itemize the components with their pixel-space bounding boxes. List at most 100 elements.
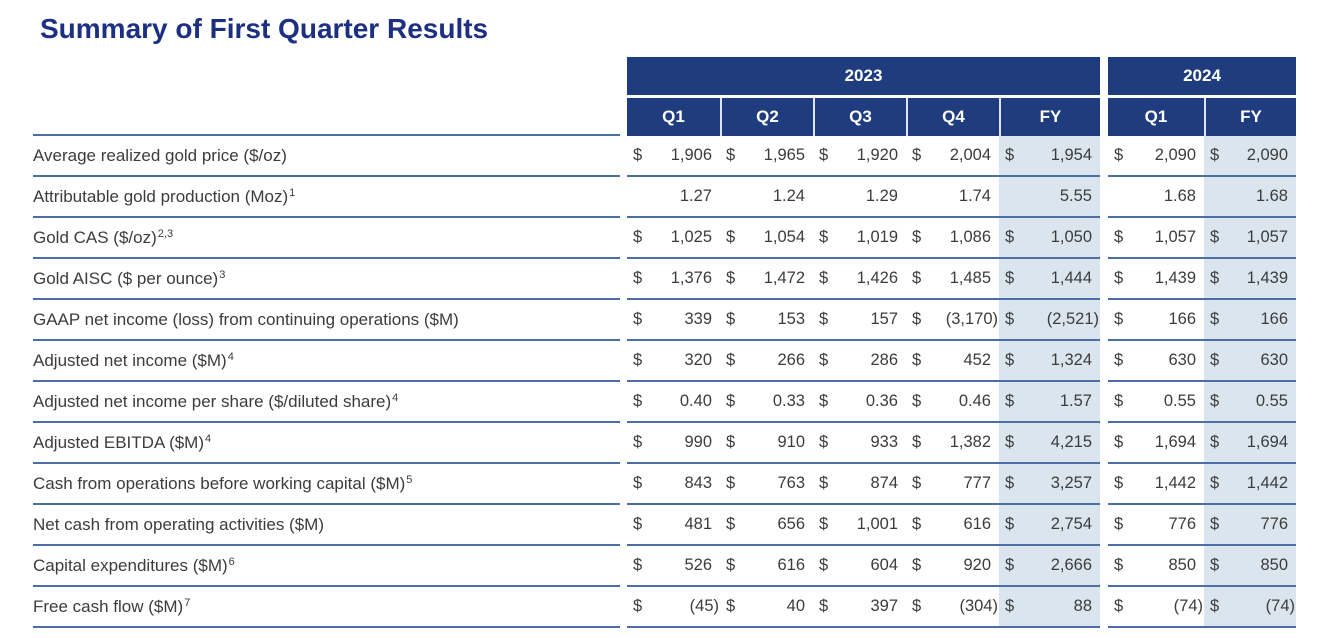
cell-value: 1,442 — [1246, 474, 1288, 492]
row-gap — [1100, 218, 1108, 259]
row-label: Net cash from operating activities ($M) — [33, 505, 620, 546]
value-cell: $1,920 — [813, 136, 906, 177]
currency-symbol: $ — [633, 474, 643, 492]
cell-value: 166 — [1260, 310, 1288, 328]
value-cell: $2,666 — [999, 546, 1100, 587]
currency-symbol: $ — [1210, 351, 1220, 369]
cell-value: 0.36 — [865, 392, 898, 410]
value-cell: $0.36 — [813, 382, 906, 423]
currency-symbol: $ — [633, 597, 643, 615]
value-cell: $1,965 — [720, 136, 813, 177]
cell-value: 1,485 — [949, 269, 991, 287]
value-cell: $0.55 — [1204, 382, 1296, 423]
currency-symbol: $ — [1210, 228, 1220, 246]
row-spacer — [620, 587, 627, 628]
cell-value: 166 — [1168, 310, 1196, 328]
cell-value: 776 — [1260, 515, 1288, 533]
cell-value: 2,754 — [1050, 515, 1092, 533]
cell-value: 1,050 — [1050, 228, 1092, 246]
value-cell: $990 — [627, 423, 720, 464]
value-cell: $526 — [627, 546, 720, 587]
currency-symbol: $ — [1114, 433, 1124, 451]
cell-value: 630 — [1168, 351, 1196, 369]
cell-value: (3,170) — [945, 310, 998, 328]
cell-value: (304) — [959, 597, 998, 615]
value-cell: $630 — [1204, 341, 1296, 382]
currency-symbol: $ — [1210, 269, 1220, 287]
currency-symbol: $ — [912, 515, 922, 533]
row-spacer — [620, 300, 627, 341]
currency-symbol: $ — [1114, 597, 1124, 615]
currency-symbol: $ — [1210, 556, 1220, 574]
row-spacer — [620, 218, 627, 259]
value-cell: $157 — [813, 300, 906, 341]
row-label: Average realized gold price ($/oz) — [33, 136, 620, 177]
currency-symbol: $ — [1114, 351, 1124, 369]
cell-value: 0.33 — [772, 392, 805, 410]
currency-symbol: $ — [726, 515, 736, 533]
currency-symbol: $ — [912, 228, 922, 246]
value-cell: $1,057 — [1108, 218, 1204, 259]
cell-value: 157 — [870, 310, 898, 328]
cell-value: 397 — [870, 597, 898, 615]
currency-symbol: $ — [1005, 351, 1015, 369]
value-cell: $1,426 — [813, 259, 906, 300]
currency-symbol: $ — [1114, 515, 1124, 533]
value-cell: $ (74) — [1204, 587, 1296, 628]
currency-symbol: $ — [819, 433, 829, 451]
cell-value: 1,472 — [763, 269, 805, 287]
cell-value: 1,324 — [1050, 351, 1092, 369]
value-cell: 1.27 — [627, 177, 720, 218]
cell-value: 1.27 — [679, 187, 712, 205]
currency-symbol: $ — [633, 146, 643, 164]
value-cell: $40 — [720, 587, 813, 628]
table-row: Adjusted net income per share ($/diluted… — [33, 382, 1319, 423]
currency-symbol: $ — [726, 351, 736, 369]
value-cell: $320 — [627, 341, 720, 382]
value-cell: $1,439 — [1108, 259, 1204, 300]
currency-symbol: $ — [819, 146, 829, 164]
cell-value: 0.55 — [1255, 392, 1288, 410]
cell-value: 990 — [684, 433, 712, 451]
cell-value: 452 — [963, 351, 991, 369]
value-cell: $933 — [813, 423, 906, 464]
value-cell: $ (304) — [906, 587, 999, 628]
value-cell: $2,090 — [1108, 136, 1204, 177]
currency-symbol: $ — [819, 310, 829, 328]
currency-symbol: $ — [633, 515, 643, 533]
cell-value: 481 — [684, 515, 712, 533]
row-label: Adjusted EBITDA ($M) 4 — [33, 423, 620, 464]
value-cell: $763 — [720, 464, 813, 505]
row-gap — [1100, 341, 1108, 382]
cell-value: 616 — [777, 556, 805, 574]
cell-value: 40 — [786, 597, 805, 615]
value-cell: $166 — [1204, 300, 1296, 341]
table-row: Average realized gold price ($/oz) $1,906… — [33, 136, 1319, 177]
cell-value: 910 — [777, 433, 805, 451]
value-cell: $1.57 — [999, 382, 1100, 423]
value-cell: $1,025 — [627, 218, 720, 259]
currency-symbol: $ — [633, 310, 643, 328]
currency-symbol: $ — [726, 597, 736, 615]
currency-symbol: $ — [819, 351, 829, 369]
cell-value: 630 — [1260, 351, 1288, 369]
currency-symbol: $ — [1005, 392, 1015, 410]
currency-symbol: $ — [912, 474, 922, 492]
cell-value: 1,694 — [1246, 433, 1288, 451]
currency-symbol: $ — [1210, 433, 1220, 451]
currency-symbol: $ — [633, 228, 643, 246]
cell-value: 776 — [1168, 515, 1196, 533]
table-row: Free cash flow ($M) 7 $ (45) $40 $397 $ (304) $8… — [33, 587, 1319, 628]
value-cell: $0.40 — [627, 382, 720, 423]
value-cell: $874 — [813, 464, 906, 505]
currency-symbol: $ — [726, 228, 736, 246]
cell-value: 1,444 — [1050, 269, 1092, 287]
currency-symbol: $ — [912, 433, 922, 451]
currency-symbol: $ — [1005, 597, 1015, 615]
cell-value: 0.40 — [679, 392, 712, 410]
currency-symbol: $ — [1005, 310, 1015, 328]
row-gap — [1100, 505, 1108, 546]
value-cell: 1.68 — [1204, 177, 1296, 218]
value-cell: $481 — [627, 505, 720, 546]
value-cell: $1,694 — [1108, 423, 1204, 464]
